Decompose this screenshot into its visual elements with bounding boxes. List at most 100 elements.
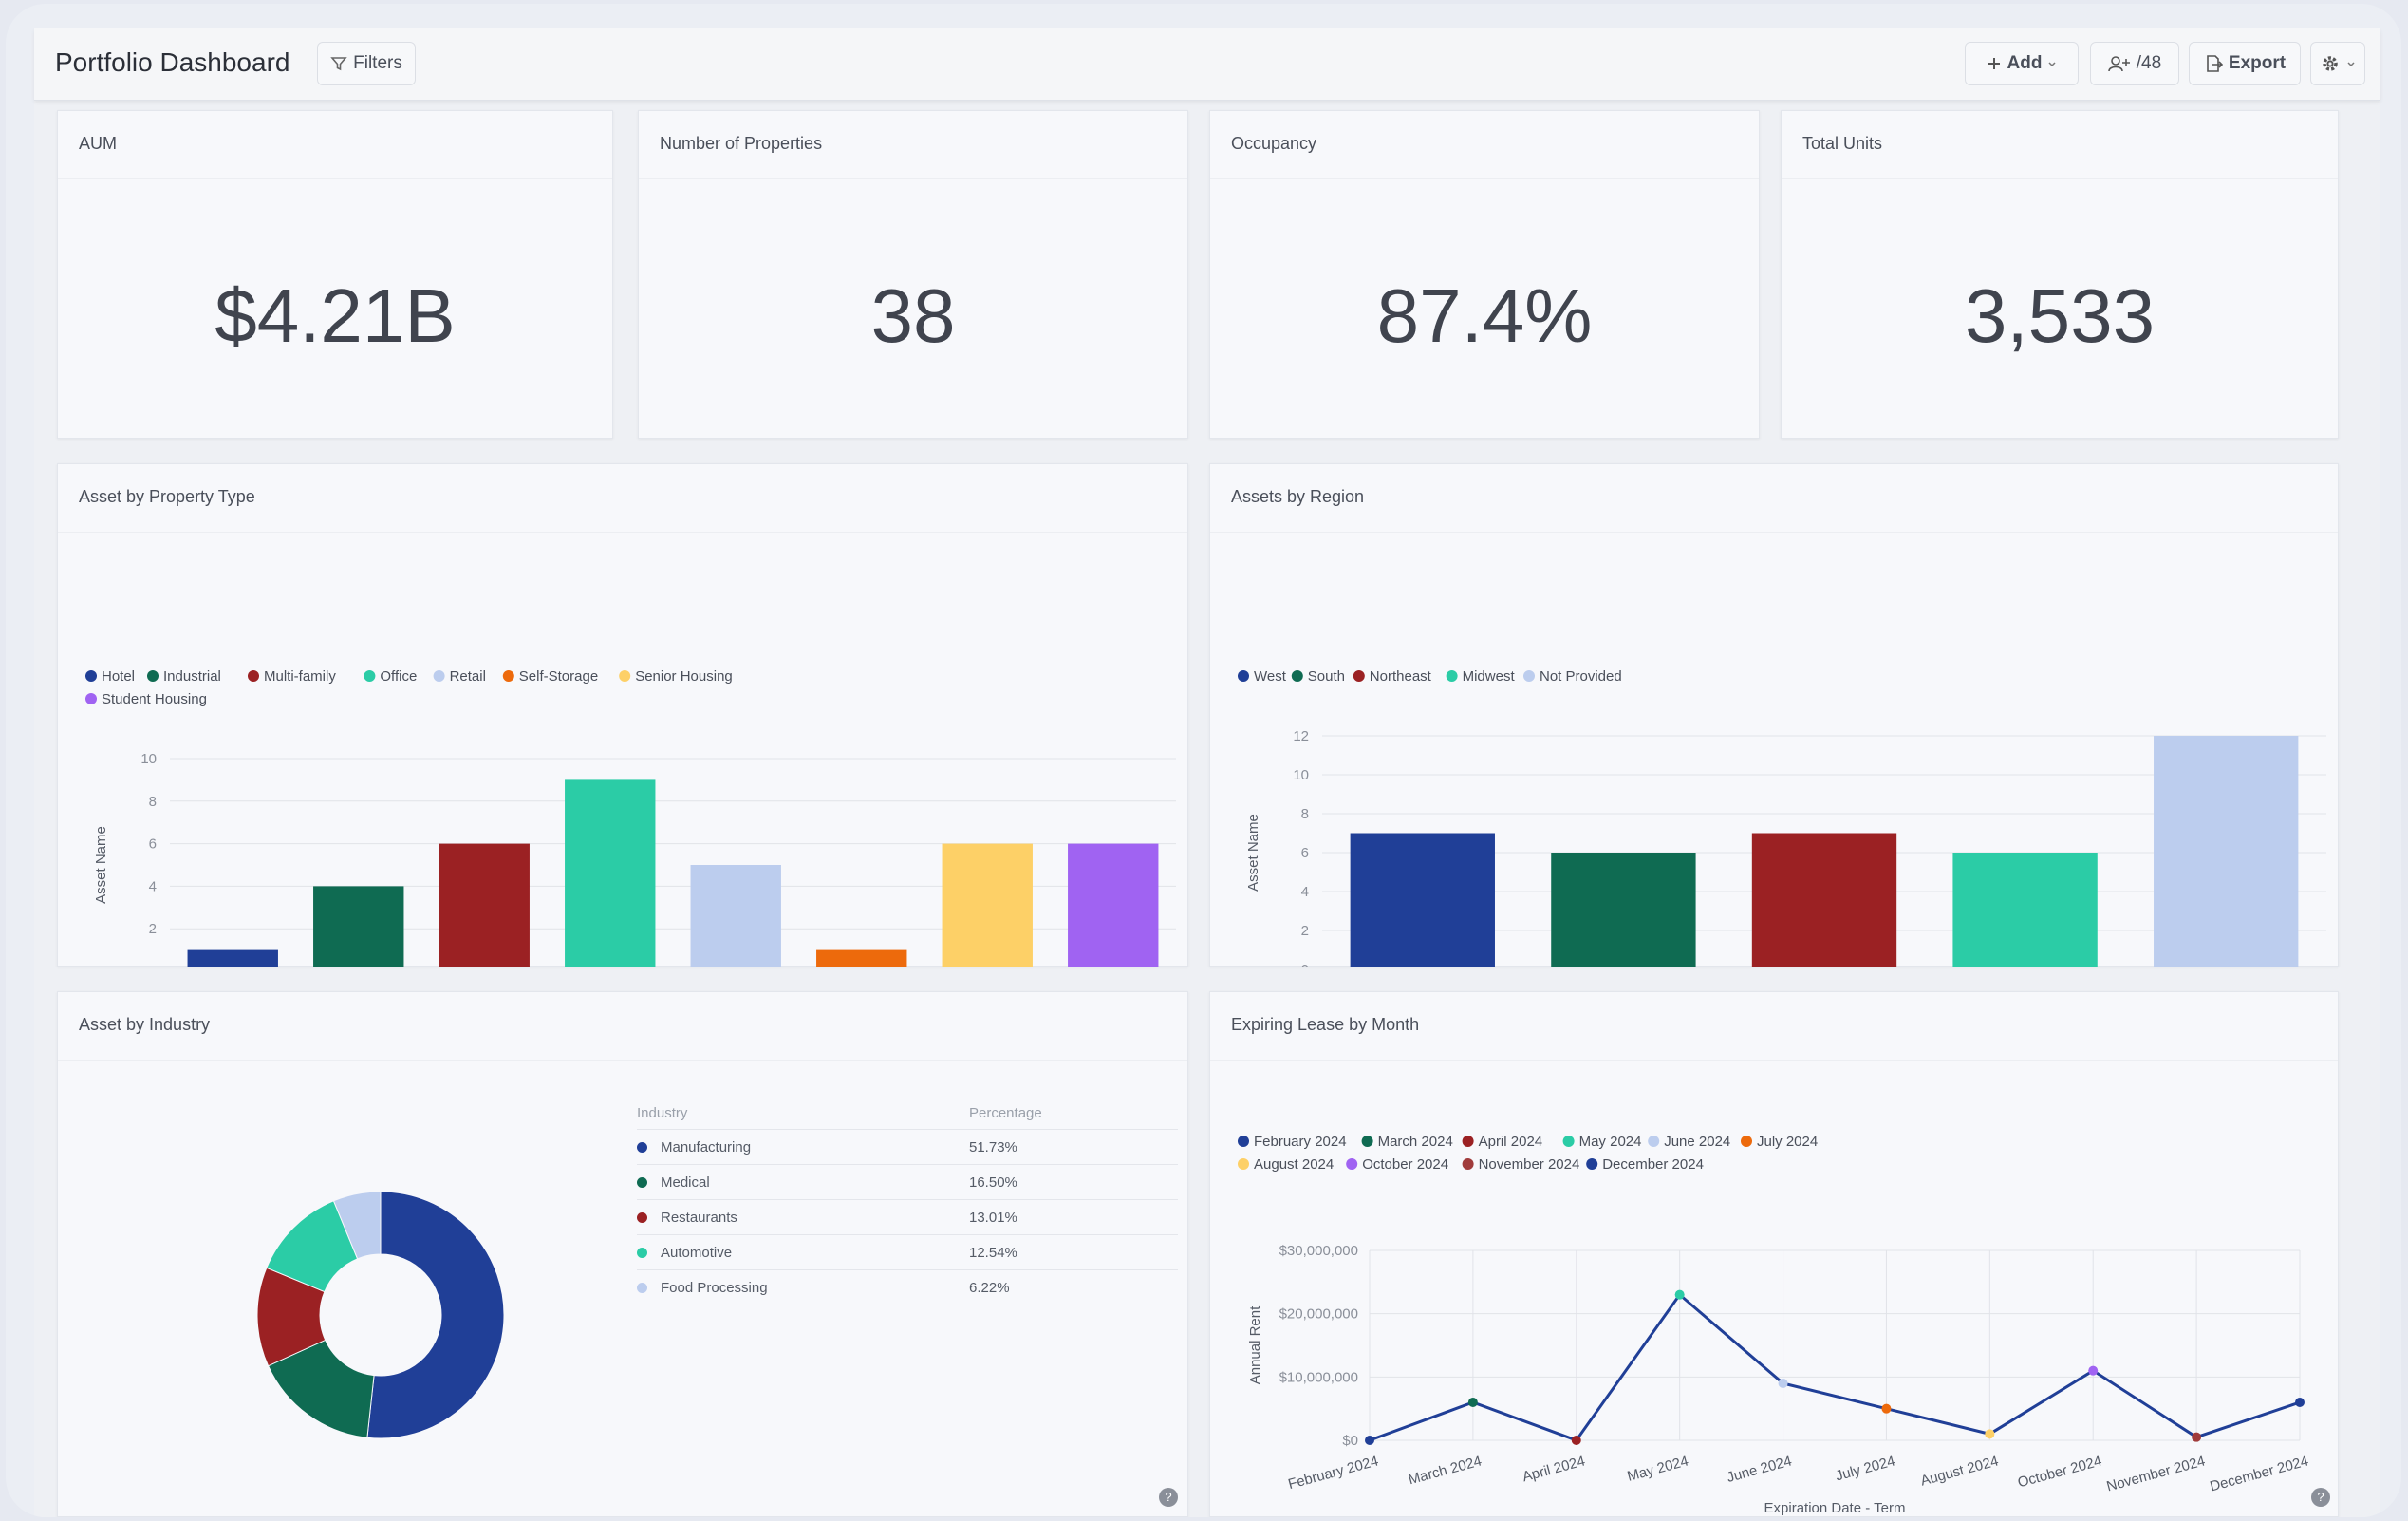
y-axis-title: Asset Name xyxy=(1245,814,1261,892)
page-title: Portfolio Dashboard xyxy=(55,47,290,77)
filter-icon xyxy=(330,57,347,71)
kpi-label: Occupancy xyxy=(1231,134,1317,153)
y-tick-label: 10 xyxy=(1293,767,1309,783)
legend-label: July 2024 xyxy=(1757,1134,1818,1150)
x-tick-label: October 2024 xyxy=(2016,1453,2103,1491)
legend-swatch xyxy=(637,1247,647,1258)
industry-label: Automotive xyxy=(661,1244,733,1261)
chevron-down-icon xyxy=(2347,62,2355,67)
legend-label: April 2024 xyxy=(1479,1134,1543,1150)
legend-swatch xyxy=(433,670,445,682)
legend-label: Office xyxy=(380,668,417,685)
settings-button[interactable] xyxy=(2310,42,2365,85)
legend-swatch xyxy=(364,670,376,682)
industry-panel: Asset by Industry Industry Percentage Ma… xyxy=(57,991,1188,1517)
bar xyxy=(1068,843,1159,967)
export-icon xyxy=(2207,55,2223,72)
legend-swatch xyxy=(85,670,97,682)
filters-label: Filters xyxy=(353,53,402,73)
kpi-label: Total Units xyxy=(1802,134,1883,153)
legend-label: June 2024 xyxy=(1664,1134,1730,1150)
legend-swatch xyxy=(637,1176,647,1188)
top-bar: Portfolio Dashboard Filters Add /48 Expo… xyxy=(34,28,2380,101)
bar xyxy=(439,843,530,967)
industry-row: Manufacturing 51.73% xyxy=(637,1129,1178,1164)
legend-label: Self-Storage xyxy=(519,668,598,685)
legend-swatch xyxy=(1353,670,1365,682)
legend-swatch xyxy=(637,1141,647,1153)
data-point xyxy=(1571,1436,1581,1445)
legend-label: May 2024 xyxy=(1579,1134,1642,1150)
legend-swatch xyxy=(1238,670,1249,682)
legend-label: Not Provided xyxy=(1540,668,1622,685)
legend-swatch xyxy=(248,670,259,682)
kpi-value: $4.21B xyxy=(215,273,456,358)
x-tick-label: August 2024 xyxy=(1919,1453,2001,1489)
pie-slice xyxy=(366,1191,505,1439)
chart-title: Expiring Lease by Month xyxy=(1231,1015,1420,1034)
x-tick-label: June 2024 xyxy=(1726,1453,1794,1486)
export-label: Export xyxy=(2228,53,2287,73)
industry-percentage: 13.01% xyxy=(969,1209,1017,1226)
legend-swatch xyxy=(637,1211,647,1223)
bar xyxy=(1952,853,2098,967)
legend-swatch xyxy=(1562,1136,1575,1147)
legend-swatch xyxy=(619,670,631,682)
bar xyxy=(1751,833,1897,967)
y-tick-label: 4 xyxy=(1301,884,1309,900)
data-point xyxy=(2192,1432,2202,1442)
y-tick-label: 6 xyxy=(1301,845,1309,861)
y-tick-label: $0 xyxy=(1342,1433,1358,1449)
x-tick-label: April 2024 xyxy=(1521,1453,1587,1485)
y-axis-title: Annual Rent xyxy=(1247,1305,1263,1384)
help-icon[interactable]: ? xyxy=(2311,1488,2330,1507)
pie-slice xyxy=(267,1339,375,1438)
kpi-value: 87.4% xyxy=(1376,273,1593,358)
x-tick-label: February 2024 xyxy=(1286,1453,1380,1493)
kpi-units-panel: Total Units 3,533 xyxy=(1781,110,2339,439)
legend-label: Multi-family xyxy=(264,668,336,685)
industry-percentage: 16.50% xyxy=(969,1174,1017,1191)
industry-name: Food Processing xyxy=(637,1280,969,1296)
industry-table-header: Industry Percentage xyxy=(637,1097,1178,1129)
bar xyxy=(313,886,404,967)
y-tick-label: $30,000,000 xyxy=(1279,1243,1358,1259)
region-panel: Assets by Region West South Northeast Midwe… xyxy=(1209,463,2339,967)
y-tick-label: 10 xyxy=(140,751,157,767)
data-point xyxy=(1365,1436,1374,1445)
filters-button[interactable]: Filters xyxy=(317,42,416,85)
industry-row: Restaurants 13.01% xyxy=(637,1199,1178,1234)
industry-row: Medical 16.50% xyxy=(637,1164,1178,1199)
export-button[interactable]: Export xyxy=(2189,42,2301,85)
legend-label: Industrial xyxy=(163,668,221,685)
chart-title: Asset by Industry xyxy=(79,1015,211,1034)
legend-label: South xyxy=(1308,668,1345,685)
chart-title: Asset by Property Type xyxy=(79,487,255,506)
y-tick-label: 8 xyxy=(1301,806,1309,822)
legend-label: Northeast xyxy=(1370,668,1432,685)
legend-swatch xyxy=(1523,670,1535,682)
users-button[interactable]: /48 xyxy=(2090,42,2179,85)
legend-label: August 2024 xyxy=(1254,1156,1334,1173)
property-type-chart: Hotel Industrial Multi-family Office Retail S… xyxy=(85,668,1176,967)
data-point xyxy=(1778,1379,1788,1388)
legend-label: October 2024 xyxy=(1362,1156,1448,1173)
legend-swatch xyxy=(1648,1136,1660,1147)
x-tick-label: December 2024 xyxy=(2209,1453,2310,1494)
chart-title: Assets by Region xyxy=(1231,487,1365,506)
industry-table: Industry Percentage Manufacturing 51.73% M… xyxy=(637,1097,1178,1305)
bar xyxy=(690,865,781,967)
x-tick-label: March 2024 xyxy=(1407,1453,1484,1488)
legend-label: March 2024 xyxy=(1378,1134,1453,1150)
legend-label: Hotel xyxy=(102,668,135,685)
industry-label: Medical xyxy=(661,1174,710,1191)
help-icon[interactable]: ? xyxy=(1159,1488,1178,1507)
legend-label: West xyxy=(1254,668,1287,685)
add-label: Add xyxy=(2007,53,2043,73)
industry-name: Manufacturing xyxy=(637,1139,969,1155)
add-button[interactable]: Add xyxy=(1965,42,2079,85)
region-chart: West South Northeast Midwest Not Provided 0 2 4… xyxy=(1238,668,2326,967)
industry-percentage: 12.54% xyxy=(969,1244,1017,1261)
kpi-aum-panel: AUM $4.21B xyxy=(57,110,613,439)
kpi-label: Number of Properties xyxy=(660,134,823,153)
